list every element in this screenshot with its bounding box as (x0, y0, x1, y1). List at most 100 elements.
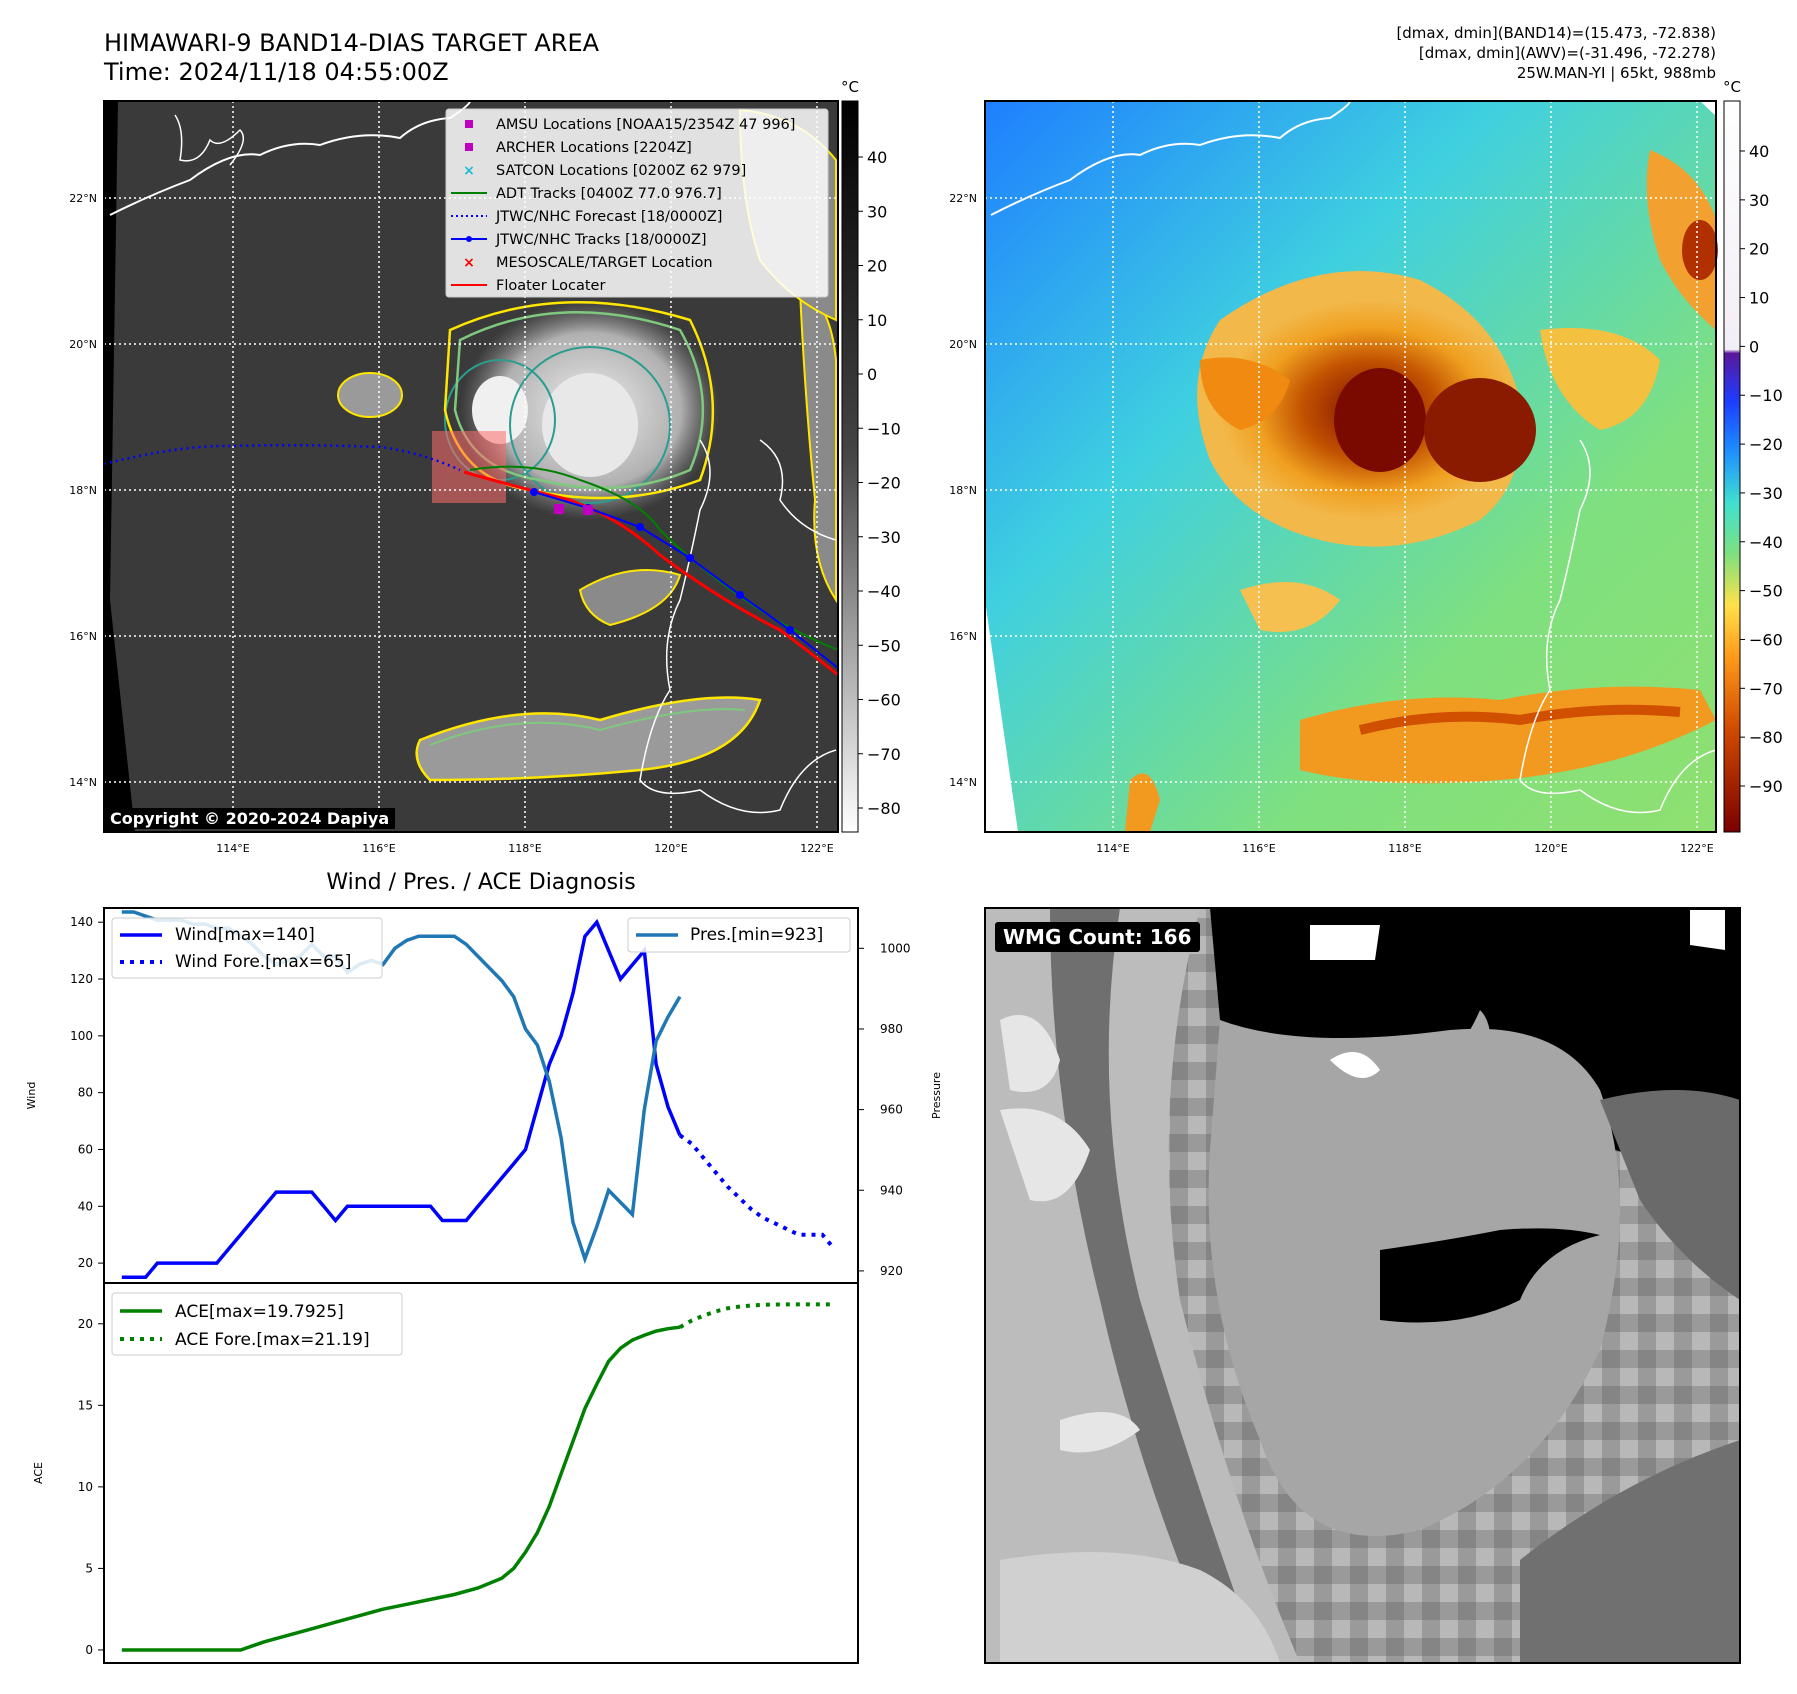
colorbar-tick-label: 20 (1749, 240, 1769, 259)
lon-label: 118°E (508, 842, 541, 855)
lat-label: 18°N (949, 484, 977, 497)
pressure-ytick-label: 920 (880, 1264, 903, 1278)
lat-label: 20°N (69, 338, 97, 351)
lon-label: 118°E (1388, 842, 1421, 855)
colorbar-tick-label: −50 (867, 636, 901, 655)
wind-ytick-label: 120 (70, 972, 93, 986)
info-line-3: 25W.MAN-YI | 65kt, 988mb (1517, 64, 1716, 82)
colorbar-tick-label: 0 (1749, 337, 1759, 356)
colorbar-tick-label: 0 (867, 365, 877, 384)
jtwc-track-point (636, 523, 644, 531)
wind-fore-legend-label: Wind Fore.[max=65] (175, 952, 351, 972)
wind-ytick-label: 140 (70, 915, 93, 929)
amsu-location-marker (554, 504, 564, 514)
ace-ytick-label: 10 (78, 1480, 93, 1494)
legend-marker: × (463, 255, 475, 271)
ace-ytick-label: 20 (78, 1317, 93, 1331)
colorbar-tick-label: −10 (1749, 386, 1783, 405)
pressure-ytick-label: 960 (880, 1103, 903, 1117)
wind-ytick-label: 80 (78, 1086, 93, 1100)
ace-ytick-label: 15 (78, 1398, 93, 1412)
lon-label: 122°E (1680, 842, 1713, 855)
colorbar-tick-label: 30 (1749, 191, 1769, 210)
colorbar-tick-label: −20 (1749, 435, 1783, 454)
colorbar-tick-label: −60 (1749, 630, 1783, 649)
lat-label: 16°N (949, 630, 977, 643)
legend-marker-dot (466, 236, 472, 242)
colorbar-tick-label: −20 (867, 474, 901, 493)
colorbar-tick-label: −40 (1749, 533, 1783, 552)
colorbar-tick-label: −30 (1749, 484, 1783, 503)
ace-chart: 0 5 10 15 20 ACE ACE[max=19.7925] ACE Fore.[max… (32, 1283, 858, 1663)
info-line-2: [dmax, dmin](AWV)=(-31.496, -72.278) (1419, 44, 1716, 62)
jtwc-track-point (786, 626, 794, 634)
pressure-ytick-label: 1000 (880, 941, 911, 955)
lon-label: 114°E (1096, 842, 1129, 855)
lon-label: 116°E (362, 842, 395, 855)
colorbar-tick-label: −60 (867, 691, 901, 710)
lon-label: 120°E (654, 842, 687, 855)
colorbar-tick-label: −10 (867, 419, 901, 438)
jtwc-track-point (530, 488, 538, 496)
legend-label: JTWC/NHC Forecast [18/0000Z] (495, 209, 722, 225)
copyright-label: Copyright © 2020-2024 Dapiya (104, 808, 395, 829)
ir-legend: AMSU Locations [NOAA15/2354Z 47 996] ARCH… (446, 109, 828, 297)
ir-lat-labels: 22°N20°N18°N16°N14°N (69, 192, 97, 789)
wind-ytick-label: 100 (70, 1029, 93, 1043)
ace-ytick-label: 5 (85, 1561, 93, 1575)
jtwc-track-point (686, 554, 694, 562)
colorbar-tick-label: −30 (867, 528, 901, 547)
wmg-panel (985, 908, 1740, 1663)
figure-title: HIMAWARI-9 BAND14-DIAS TARGET AREA (104, 29, 600, 57)
legend-label: AMSU Locations [NOAA15/2354Z 47 996] (496, 117, 795, 133)
ace-ytick-label: 0 (85, 1643, 93, 1657)
colorbar-tick-label: −80 (867, 799, 901, 818)
figure-time: Time: 2024/11/18 04:55:00Z (103, 58, 449, 86)
legend-label: ADT Tracks [0400Z 77.0 976.7] (496, 186, 722, 202)
legend-label: JTWC/NHC Tracks [18/0000Z] (495, 232, 707, 248)
info-line-1: [dmax, dmin](BAND14)=(15.473, -72.838) (1396, 24, 1716, 42)
colorbar-tick-label: −70 (1749, 679, 1783, 698)
wind-ytick-label: 60 (78, 1142, 93, 1156)
colorbar-tick-label: −70 (867, 745, 901, 764)
ir-colorbar: °C 40 30 20 10 0 −10 −20 −30 −40 −50 −60 −70 −80 (841, 78, 901, 832)
ir-colorbar-unit: °C (841, 78, 859, 96)
awv-cold-top-west (1334, 368, 1426, 472)
legend-label: Floater Locater (496, 278, 605, 294)
legend-label: ARCHER Locations [2204Z] (496, 140, 692, 156)
colorbar-tick-label: 40 (867, 148, 887, 167)
legend-marker (465, 120, 473, 128)
legend-label: SATCON Locations [0200Z 62 979] (496, 163, 746, 179)
ace-legend-label: ACE[max=19.7925] (175, 1302, 344, 1322)
colorbar-tick-label: 10 (1749, 289, 1769, 308)
pressure-ytick-label: 940 (880, 1183, 903, 1197)
wind-ytick-label: 40 (78, 1199, 93, 1213)
lat-label: 22°N (69, 192, 97, 205)
colorbar-tick-label: 20 (867, 257, 887, 276)
lat-label: 22°N (949, 192, 977, 205)
legend-label: MESOSCALE/TARGET Location (496, 255, 713, 271)
wind-ytick-label: 20 (78, 1256, 93, 1270)
ace-fore-legend-label: ACE Fore.[max=21.19] (175, 1330, 370, 1350)
lon-label: 116°E (1242, 842, 1275, 855)
awv-colorbar-bar (1724, 101, 1740, 832)
wmg-count-label: WMG Count: 166 (995, 922, 1200, 952)
colorbar-tick-label: −40 (867, 582, 901, 601)
lat-label: 18°N (69, 484, 97, 497)
legend-marker: × (463, 163, 475, 179)
lat-label: 14°N (949, 776, 977, 789)
colorbar-tick-label: −90 (1749, 777, 1783, 796)
lon-label: 120°E (1534, 842, 1567, 855)
awv-lon-labels: 114°E 116°E 118°E 120°E 122°E (1096, 842, 1713, 855)
colorbar-tick-label: 10 (867, 311, 887, 330)
ace-ylabel: ACE (32, 1462, 45, 1484)
ir-colorbar-bar (842, 101, 858, 832)
colorbar-tick-label: 40 (1749, 142, 1769, 161)
wind-legend-label: Wind[max=140] (175, 925, 315, 945)
pressure-ytick-label: 980 (880, 1022, 903, 1036)
colorbar-tick-label: 30 (867, 202, 887, 221)
archer-location-marker (583, 505, 593, 515)
wind-ylabel: Wind (25, 1082, 38, 1110)
